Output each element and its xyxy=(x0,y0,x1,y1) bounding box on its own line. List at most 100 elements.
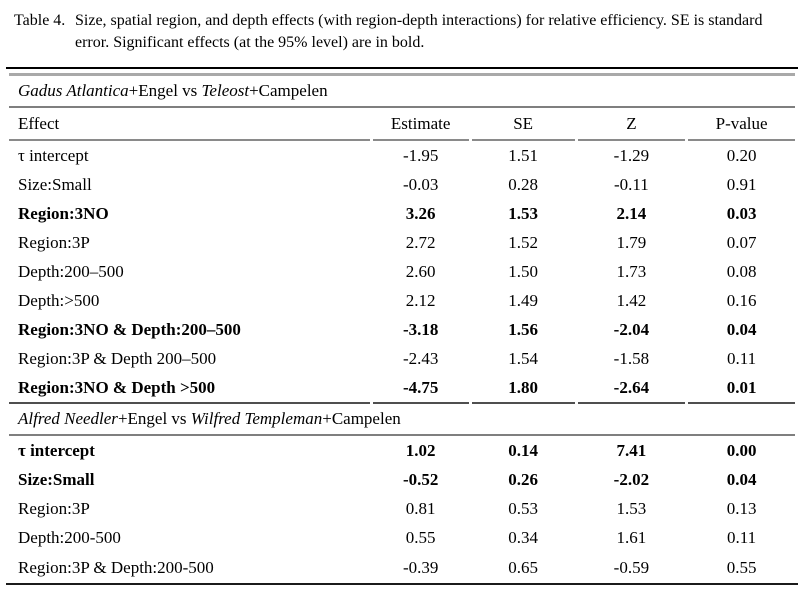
value-cell: 1.53 xyxy=(508,203,538,223)
value-cell: 0.53 xyxy=(508,498,538,518)
value-cell: -0.03 xyxy=(402,174,439,194)
value-cell: 1.79 xyxy=(616,232,647,252)
table-caption: Table 4. Size, spatial region, and depth… xyxy=(14,10,796,54)
table-row: Region:3NO & Depth >500 -4.75 1.80 -2.64 0.0… xyxy=(9,373,795,404)
table-row: Region:3P 2.72 1.52 1.79 0.07 xyxy=(9,228,795,257)
section-title-part: Wilfred Templeman xyxy=(190,409,323,428)
value-cell: 0.65 xyxy=(508,557,538,577)
effect-cell: Region:3NO xyxy=(18,203,109,223)
effect-cell: Region:3P & Depth 200–500 xyxy=(18,348,217,368)
column-header: Z xyxy=(577,108,686,141)
value-cell: 0.04 xyxy=(726,469,757,489)
value-cell: 1.54 xyxy=(508,348,538,368)
effect-cell: Depth:200–500 xyxy=(18,261,124,281)
value-cell: 2.12 xyxy=(405,290,436,310)
table-row: Size:Small -0.52 0.26 -2.02 0.04 xyxy=(9,465,795,494)
effect-cell: Depth:>500 xyxy=(18,290,100,310)
table-row: Region:3P & Depth 200–500 -2.43 1.54 -1.58 0… xyxy=(9,344,795,373)
table-row: Region:3P 0.81 0.53 1.53 0.13 xyxy=(9,494,795,523)
effect-cell: Size:Small xyxy=(18,174,92,194)
column-header: Effect xyxy=(9,108,370,141)
effect-cell: Depth:200-500 xyxy=(18,527,121,547)
section-title-part: +Campelen xyxy=(249,81,328,100)
section-title-part: +Engel vs xyxy=(128,81,202,100)
effect-cell: Region:3P & Depth:200-500 xyxy=(18,557,214,577)
value-cell: 0.14 xyxy=(508,440,538,460)
value-cell: -2.64 xyxy=(577,373,686,404)
section-title-row: Gadus Atlantica+Engel vs Teleost+Campele… xyxy=(9,73,795,108)
value-cell: 0.81 xyxy=(405,498,436,518)
effect-cell: Size:Small xyxy=(18,469,95,489)
relative-efficiency-table: Gadus Atlantica+Engel vs Teleost+Campele… xyxy=(6,73,798,585)
effect-cell: τ intercept xyxy=(18,145,89,165)
table-row: Depth:>500 2.12 1.49 1.42 0.16 xyxy=(9,286,795,315)
value-cell: 0.16 xyxy=(726,290,757,310)
table-body: Gadus Atlantica+Engel vs Teleost+Campele… xyxy=(9,73,795,583)
table-row: Size:Small -0.03 0.28 -0.11 0.91 xyxy=(9,170,795,199)
value-cell: 1.73 xyxy=(616,261,647,281)
value-cell: 1.52 xyxy=(508,232,538,252)
value-cell: -1.95 xyxy=(402,145,439,165)
value-cell: 1.61 xyxy=(616,527,647,547)
column-header: SE xyxy=(471,108,575,141)
value-cell: 0.28 xyxy=(508,174,538,194)
section-title: Alfred Needler+Engel vs Wilfred Templema… xyxy=(9,404,795,436)
table-row: Depth:200–500 2.60 1.50 1.73 0.08 xyxy=(9,257,795,286)
table-row: Region:3NO 3.26 1.53 2.14 0.03 xyxy=(9,199,795,228)
value-cell: -0.52 xyxy=(402,469,439,489)
value-cell: 1.56 xyxy=(508,319,538,339)
table-caption-label: Table 4. xyxy=(14,12,66,29)
value-cell: 0.08 xyxy=(726,261,757,281)
value-cell: -1.29 xyxy=(613,145,650,165)
value-cell: 0.01 xyxy=(688,373,795,404)
value-cell: -0.39 xyxy=(402,557,439,577)
table-row: Region:3P & Depth:200-500 -0.39 0.65 -0.59 0… xyxy=(9,552,795,583)
value-cell: 0.20 xyxy=(726,145,757,165)
table-row: τ intercept 1.02 0.14 7.41 0.00 xyxy=(9,436,795,465)
table-wrapper: Gadus Atlantica+Engel vs Teleost+Campele… xyxy=(6,67,798,585)
section-title-part: Gadus Atlantica xyxy=(18,81,129,100)
table-row: τ intercept -1.95 1.51 -1.29 0.20 xyxy=(9,141,795,170)
value-cell: -4.75 xyxy=(372,373,469,404)
column-header: P-value xyxy=(688,108,795,141)
value-cell: -0.59 xyxy=(613,557,650,577)
section-title-part: Teleost xyxy=(201,81,250,100)
value-cell: 2.60 xyxy=(405,261,436,281)
value-cell: 1.80 xyxy=(471,373,575,404)
value-cell: 1.53 xyxy=(616,498,647,518)
value-cell: 0.13 xyxy=(726,498,757,518)
effect-cell: Region:3NO & Depth >500 xyxy=(9,373,370,404)
value-cell: 0.11 xyxy=(727,348,757,368)
value-cell: 2.14 xyxy=(616,203,647,223)
value-cell: 0.04 xyxy=(726,319,757,339)
effect-cell: Region:3P xyxy=(18,498,90,518)
value-cell: 0.55 xyxy=(726,557,757,577)
value-cell: 0.03 xyxy=(726,203,757,223)
value-cell: 0.00 xyxy=(726,440,757,460)
value-cell: 1.49 xyxy=(508,290,538,310)
value-cell: 0.91 xyxy=(726,174,757,194)
section-title-part: Alfred Needler xyxy=(18,409,118,428)
effect-cell: Region:3NO & Depth:200–500 xyxy=(18,319,241,339)
column-header-row: Effect Estimate SE Z P-value xyxy=(9,108,795,141)
value-cell: 0.55 xyxy=(405,527,436,547)
value-cell: 3.26 xyxy=(405,203,436,223)
value-cell: -2.02 xyxy=(613,469,650,489)
section-title: Gadus Atlantica+Engel vs Teleost+Campele… xyxy=(9,73,795,108)
value-cell: -0.11 xyxy=(613,174,649,194)
section-title-row: Alfred Needler+Engel vs Wilfred Templema… xyxy=(9,404,795,436)
effect-cell: Region:3P xyxy=(18,232,90,252)
column-header: Estimate xyxy=(372,108,469,141)
value-cell: 0.07 xyxy=(726,232,757,252)
value-cell: 0.26 xyxy=(508,469,538,489)
value-cell: 0.11 xyxy=(727,527,757,547)
value-cell: -2.43 xyxy=(402,348,439,368)
value-cell: 7.41 xyxy=(616,440,647,460)
section-title-part: +Campelen xyxy=(322,409,401,428)
effect-cell: τ intercept xyxy=(18,440,95,460)
value-cell: -2.04 xyxy=(613,319,650,339)
table-row: Depth:200-500 0.55 0.34 1.61 0.11 xyxy=(9,523,795,552)
value-cell: 2.72 xyxy=(405,232,436,252)
value-cell: 0.34 xyxy=(508,527,538,547)
table-caption-text: Size, spatial region, and depth effects … xyxy=(75,12,763,51)
